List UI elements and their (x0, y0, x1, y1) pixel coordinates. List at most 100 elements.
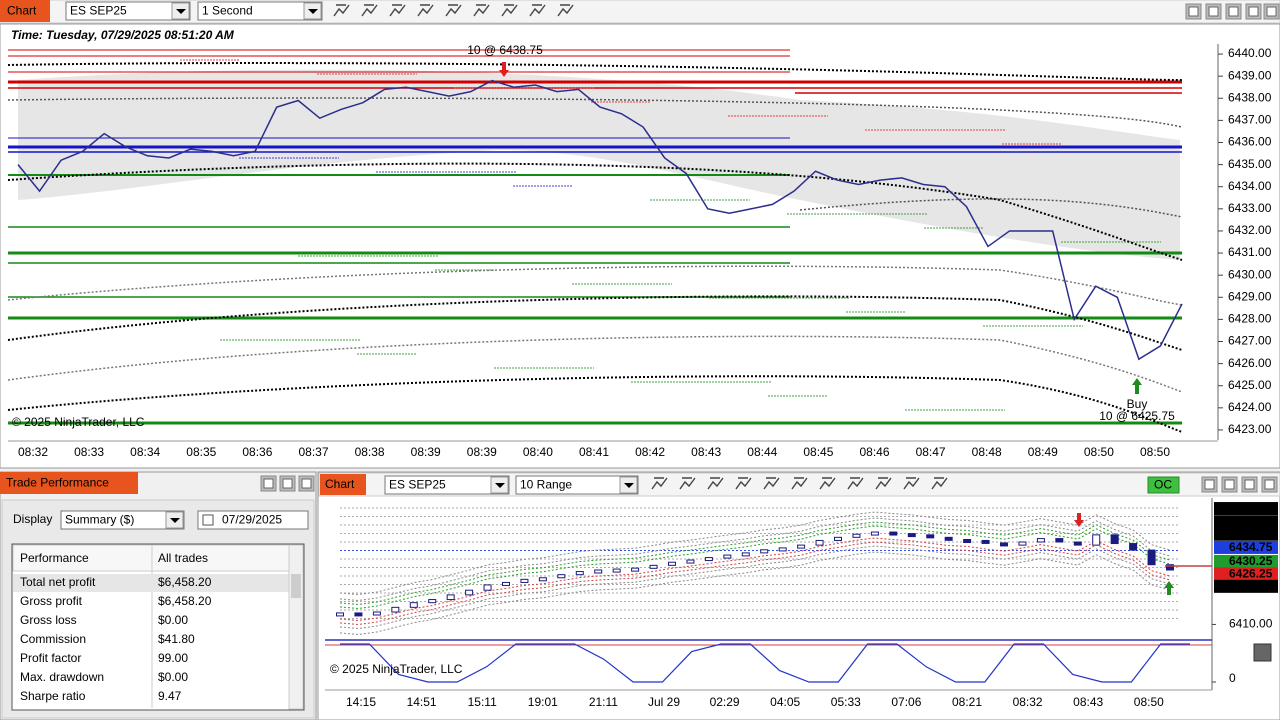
tab[interactable] (0, 0, 50, 22)
x-tick-label: 08:44 (747, 445, 777, 459)
candle-body (1000, 542, 1008, 547)
candle-body (1036, 538, 1045, 543)
candle-body (1073, 541, 1082, 546)
price-marker-label: 6426.25 (1229, 567, 1273, 581)
y-tick-label: 6429.00 (1228, 289, 1272, 303)
interval-select[interactable] (515, 475, 639, 495)
candle-body (668, 561, 676, 566)
copyright: © 2025 NinjaTrader, LLC (12, 415, 145, 429)
window-button-face (1244, 479, 1255, 490)
toolbar-icon[interactable] (903, 477, 920, 490)
performance-table (11, 543, 305, 711)
x-tick-label: 08:48 (972, 445, 1002, 459)
buy-arrow (1164, 581, 1174, 595)
envelope-line (339, 521, 1171, 605)
candle-body (723, 554, 732, 559)
toolbar-icon[interactable] (389, 4, 406, 17)
display-select[interactable] (60, 510, 185, 530)
candle-body (834, 536, 842, 541)
toolbar-icon[interactable] (651, 477, 668, 490)
band-line (7, 162, 1183, 261)
table-cell: Commission (20, 632, 86, 646)
toolbar-icon[interactable] (529, 4, 546, 17)
x-tick-label: 08:50 (1084, 445, 1114, 459)
y-tick-label: 6424.00 (1228, 400, 1272, 414)
toolbar-icon[interactable] (361, 4, 378, 17)
toolbar-icon[interactable] (763, 477, 780, 490)
price-marker (1214, 515, 1278, 529)
price-marker-label: 6422.25 (1229, 579, 1273, 593)
band-line (7, 97, 1183, 128)
table-cell: Sharpe ratio (20, 689, 86, 703)
x-tick-label: 08:33 (74, 445, 104, 459)
oc-button[interactable] (1147, 476, 1180, 494)
price-line (17, 79, 1183, 361)
y-tick-label: 6423.00 (1228, 422, 1272, 436)
price-marker (1214, 567, 1278, 581)
x-tick-label: 08:42 (635, 445, 665, 459)
table-cell: Gross loss (20, 613, 77, 627)
copyright: © 2025 NinjaTrader, LLC (330, 662, 463, 676)
y-tick-label: 6427.00 (1228, 334, 1272, 348)
window-button-face (1188, 6, 1199, 17)
toolbar-icon[interactable] (473, 4, 490, 17)
instrument-select[interactable] (65, 1, 191, 21)
y-tick-label: 6438.00 (1228, 90, 1272, 104)
toolbar-icon[interactable] (819, 477, 836, 490)
price-marker-label: 6447.25 (1229, 501, 1273, 515)
envelope-line (339, 551, 1171, 635)
oscillator-line (340, 643, 1190, 683)
window-button-face (1228, 6, 1239, 17)
band-line (7, 62, 1183, 81)
x-tick-label: 08:38 (355, 445, 385, 459)
price-marker (1214, 502, 1278, 516)
toolbar-icon[interactable] (679, 477, 696, 490)
buy-arrow (1132, 378, 1142, 394)
x-tick-label: 05:33 (831, 695, 861, 709)
candle-body (372, 611, 381, 616)
scrollbar[interactable] (288, 544, 304, 710)
candle-body (907, 533, 916, 538)
chart-window (317, 471, 1280, 720)
x-tick-label: 08:50 (1140, 445, 1170, 459)
toolbar-icon[interactable] (931, 477, 948, 490)
column-header: All trades (158, 551, 208, 565)
candle-body (686, 559, 695, 564)
band-line (7, 265, 1183, 306)
candle-body (815, 539, 824, 546)
candle-body (1166, 564, 1174, 571)
sell-arrow (499, 62, 509, 77)
toolbar-icon[interactable] (333, 4, 350, 17)
envelope-line (339, 545, 1171, 629)
toolbar-icon[interactable] (707, 477, 724, 490)
interval-select[interactable] (197, 1, 323, 21)
tab[interactable] (320, 474, 366, 495)
toolbar-icon[interactable] (791, 477, 808, 490)
table-cell: $41.80 (158, 632, 195, 646)
candle-body (520, 578, 529, 583)
tab[interactable] (0, 472, 138, 494)
table-cell: $6,458.20 (158, 575, 212, 589)
toolbar-icon[interactable] (501, 4, 518, 17)
x-tick-label: 08:45 (803, 445, 833, 459)
toolbar-icon[interactable] (847, 477, 864, 490)
toolbar-icon[interactable] (417, 4, 434, 17)
envelope-line (339, 525, 1171, 609)
y-tick-label: 6425.00 (1228, 378, 1272, 392)
toolbar-icon[interactable] (875, 477, 892, 490)
toolbar-icon[interactable] (445, 4, 462, 17)
x-tick-label: 08:39 (411, 445, 441, 459)
table-cell: 9.47 (158, 689, 182, 703)
table-header (12, 544, 290, 572)
date-picker[interactable] (197, 510, 309, 530)
toolbar-icon[interactable] (735, 477, 752, 490)
toolbar-icon[interactable] (557, 4, 574, 17)
panel-button[interactable] (1253, 643, 1272, 662)
y-tick-label: 6436.00 (1228, 135, 1272, 149)
window-button-face (1224, 479, 1235, 490)
scrollbar-thumb[interactable] (291, 574, 301, 598)
instrument-select[interactable] (384, 475, 510, 495)
sell-annotation: 10 @ 6438.75 (467, 43, 543, 57)
candle-body (538, 577, 547, 582)
x-tick-label: 14:15 (346, 695, 376, 709)
